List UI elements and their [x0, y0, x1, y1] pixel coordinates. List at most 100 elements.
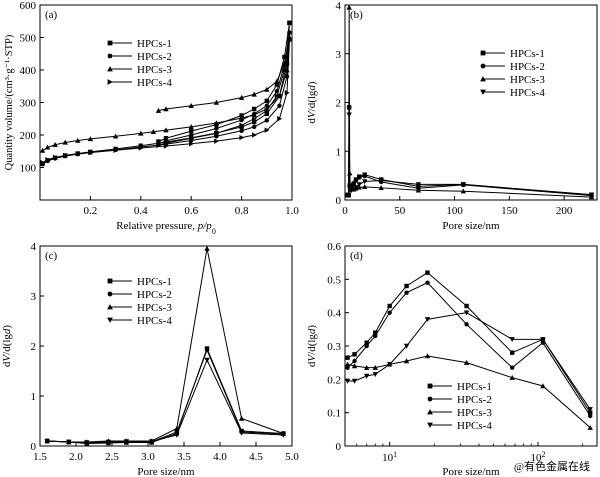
- data-point: [75, 151, 81, 157]
- y-tick-label: 0.2: [327, 374, 341, 386]
- y-tick-label: 1: [31, 391, 37, 403]
- data-point: [362, 179, 368, 185]
- data-point: [238, 415, 245, 421]
- data-point: [287, 30, 292, 35]
- data-point: [84, 440, 90, 446]
- data-point: [264, 118, 269, 123]
- y-tick-label: 4: [31, 241, 37, 253]
- data-point: [372, 364, 378, 370]
- data-point: [352, 352, 357, 357]
- data-point: [66, 439, 72, 445]
- y-tick-label: 0.4: [327, 308, 341, 320]
- legend-marker: [107, 317, 113, 323]
- legend-marker: [427, 383, 433, 389]
- data-point: [44, 438, 50, 444]
- data-point: [252, 124, 257, 130]
- y-tick-label: 0: [336, 441, 342, 453]
- legend-label: HPCs-4: [457, 420, 492, 432]
- data-point: [364, 340, 369, 345]
- x-tick-label: 102: [530, 450, 545, 465]
- y-axis-label: dV/d(lgd): [306, 81, 318, 124]
- data-point: [238, 430, 245, 436]
- data-point: [345, 378, 351, 384]
- data-point: [174, 432, 180, 438]
- plot-frame: [39, 4, 293, 201]
- y-tick-label: 500: [20, 33, 37, 45]
- data-point: [52, 154, 58, 161]
- data-point: [274, 93, 280, 99]
- y-tick-label: 0.5: [327, 274, 341, 286]
- data-point: [364, 343, 369, 349]
- chart-panel-d: 0 0.1 0.2 0.3 0.4 0.5 0.6 101 102 (d) Pore size/nm…: [306, 241, 598, 477]
- y-tick-label: 0.3: [327, 341, 341, 353]
- legend-label: HPCs-2: [457, 394, 492, 406]
- y-tick-label: 0.1: [327, 408, 341, 420]
- data-point: [425, 270, 430, 275]
- chart-panel-c: 0 1 2 3 4 1.5 2.0 2.5 3.0 3.5 4.0 4.5 5.0 (c) Pore siz…: [1, 241, 299, 477]
- data-point: [353, 185, 359, 191]
- y-tick-label: 3: [31, 291, 37, 303]
- y-axis-label: dV/d(lgd): [306, 325, 318, 368]
- data-point: [214, 126, 219, 131]
- x-tick-label: 0.4: [134, 205, 148, 217]
- y-tick-label: 4: [336, 0, 342, 12]
- watermark: @有色金属在线: [514, 459, 590, 473]
- data-point: [280, 432, 287, 438]
- data-point: [274, 78, 280, 84]
- x-tick-label: 3.0: [141, 451, 155, 463]
- data-point: [62, 139, 68, 145]
- legend-marker: [480, 76, 486, 82]
- data-point: [189, 135, 194, 141]
- data-point: [351, 363, 358, 369]
- x-tick-label: 0.6: [184, 205, 198, 217]
- data-point: [213, 120, 220, 126]
- data-point: [363, 364, 370, 370]
- legend-label: HPCs-3: [137, 64, 172, 76]
- data-point: [163, 140, 169, 146]
- data-point: [415, 182, 422, 188]
- chart-panel-b: 0 1 2 3 4 0 50 100 150 200 (b) Pore size/nm dV/d(lgd…: [306, 0, 598, 232]
- legend-label: HPCs-3: [510, 74, 545, 86]
- panel-label: (b): [350, 9, 363, 21]
- data-point: [284, 61, 290, 66]
- legend-marker: [427, 396, 433, 402]
- legend-marker: [107, 79, 113, 85]
- legend-marker: [107, 291, 113, 297]
- legend-label: HPCs-1: [137, 38, 172, 50]
- legend-label: HPCs-2: [137, 289, 172, 301]
- data-point: [362, 173, 367, 179]
- data-point: [345, 365, 350, 370]
- data-point: [386, 362, 393, 368]
- data-point: [363, 373, 370, 379]
- data-point: [464, 322, 469, 327]
- x-axis-label: Pore size/nm: [442, 466, 500, 477]
- x-tick-label: 0: [342, 205, 348, 217]
- data-point: [404, 290, 409, 295]
- legend-marker: [107, 53, 113, 59]
- data-point: [238, 115, 245, 121]
- data-point: [282, 67, 288, 73]
- x-tick-label: 101: [382, 450, 397, 465]
- data-point: [373, 333, 378, 339]
- series-line-HPCs-4: [47, 358, 284, 444]
- data-point: [287, 38, 292, 44]
- data-point: [277, 103, 282, 108]
- data-point: [239, 124, 244, 130]
- data-point: [352, 358, 357, 364]
- data-point: [138, 145, 144, 151]
- data-point: [87, 136, 94, 142]
- legend-label: HPCs-4: [137, 77, 172, 89]
- data-point: [163, 136, 169, 141]
- data-point: [252, 106, 257, 112]
- legend-marker: [107, 278, 113, 284]
- data-point: [362, 184, 368, 190]
- data-point: [123, 439, 130, 445]
- y-tick-label: 600: [20, 0, 37, 12]
- data-point: [189, 141, 194, 147]
- y-tick-label: 0: [31, 441, 37, 453]
- data-point: [174, 425, 180, 431]
- data-point: [112, 133, 119, 139]
- y-axis-label: Quantity volume/(cm³·g⁻¹·STP): [4, 34, 15, 170]
